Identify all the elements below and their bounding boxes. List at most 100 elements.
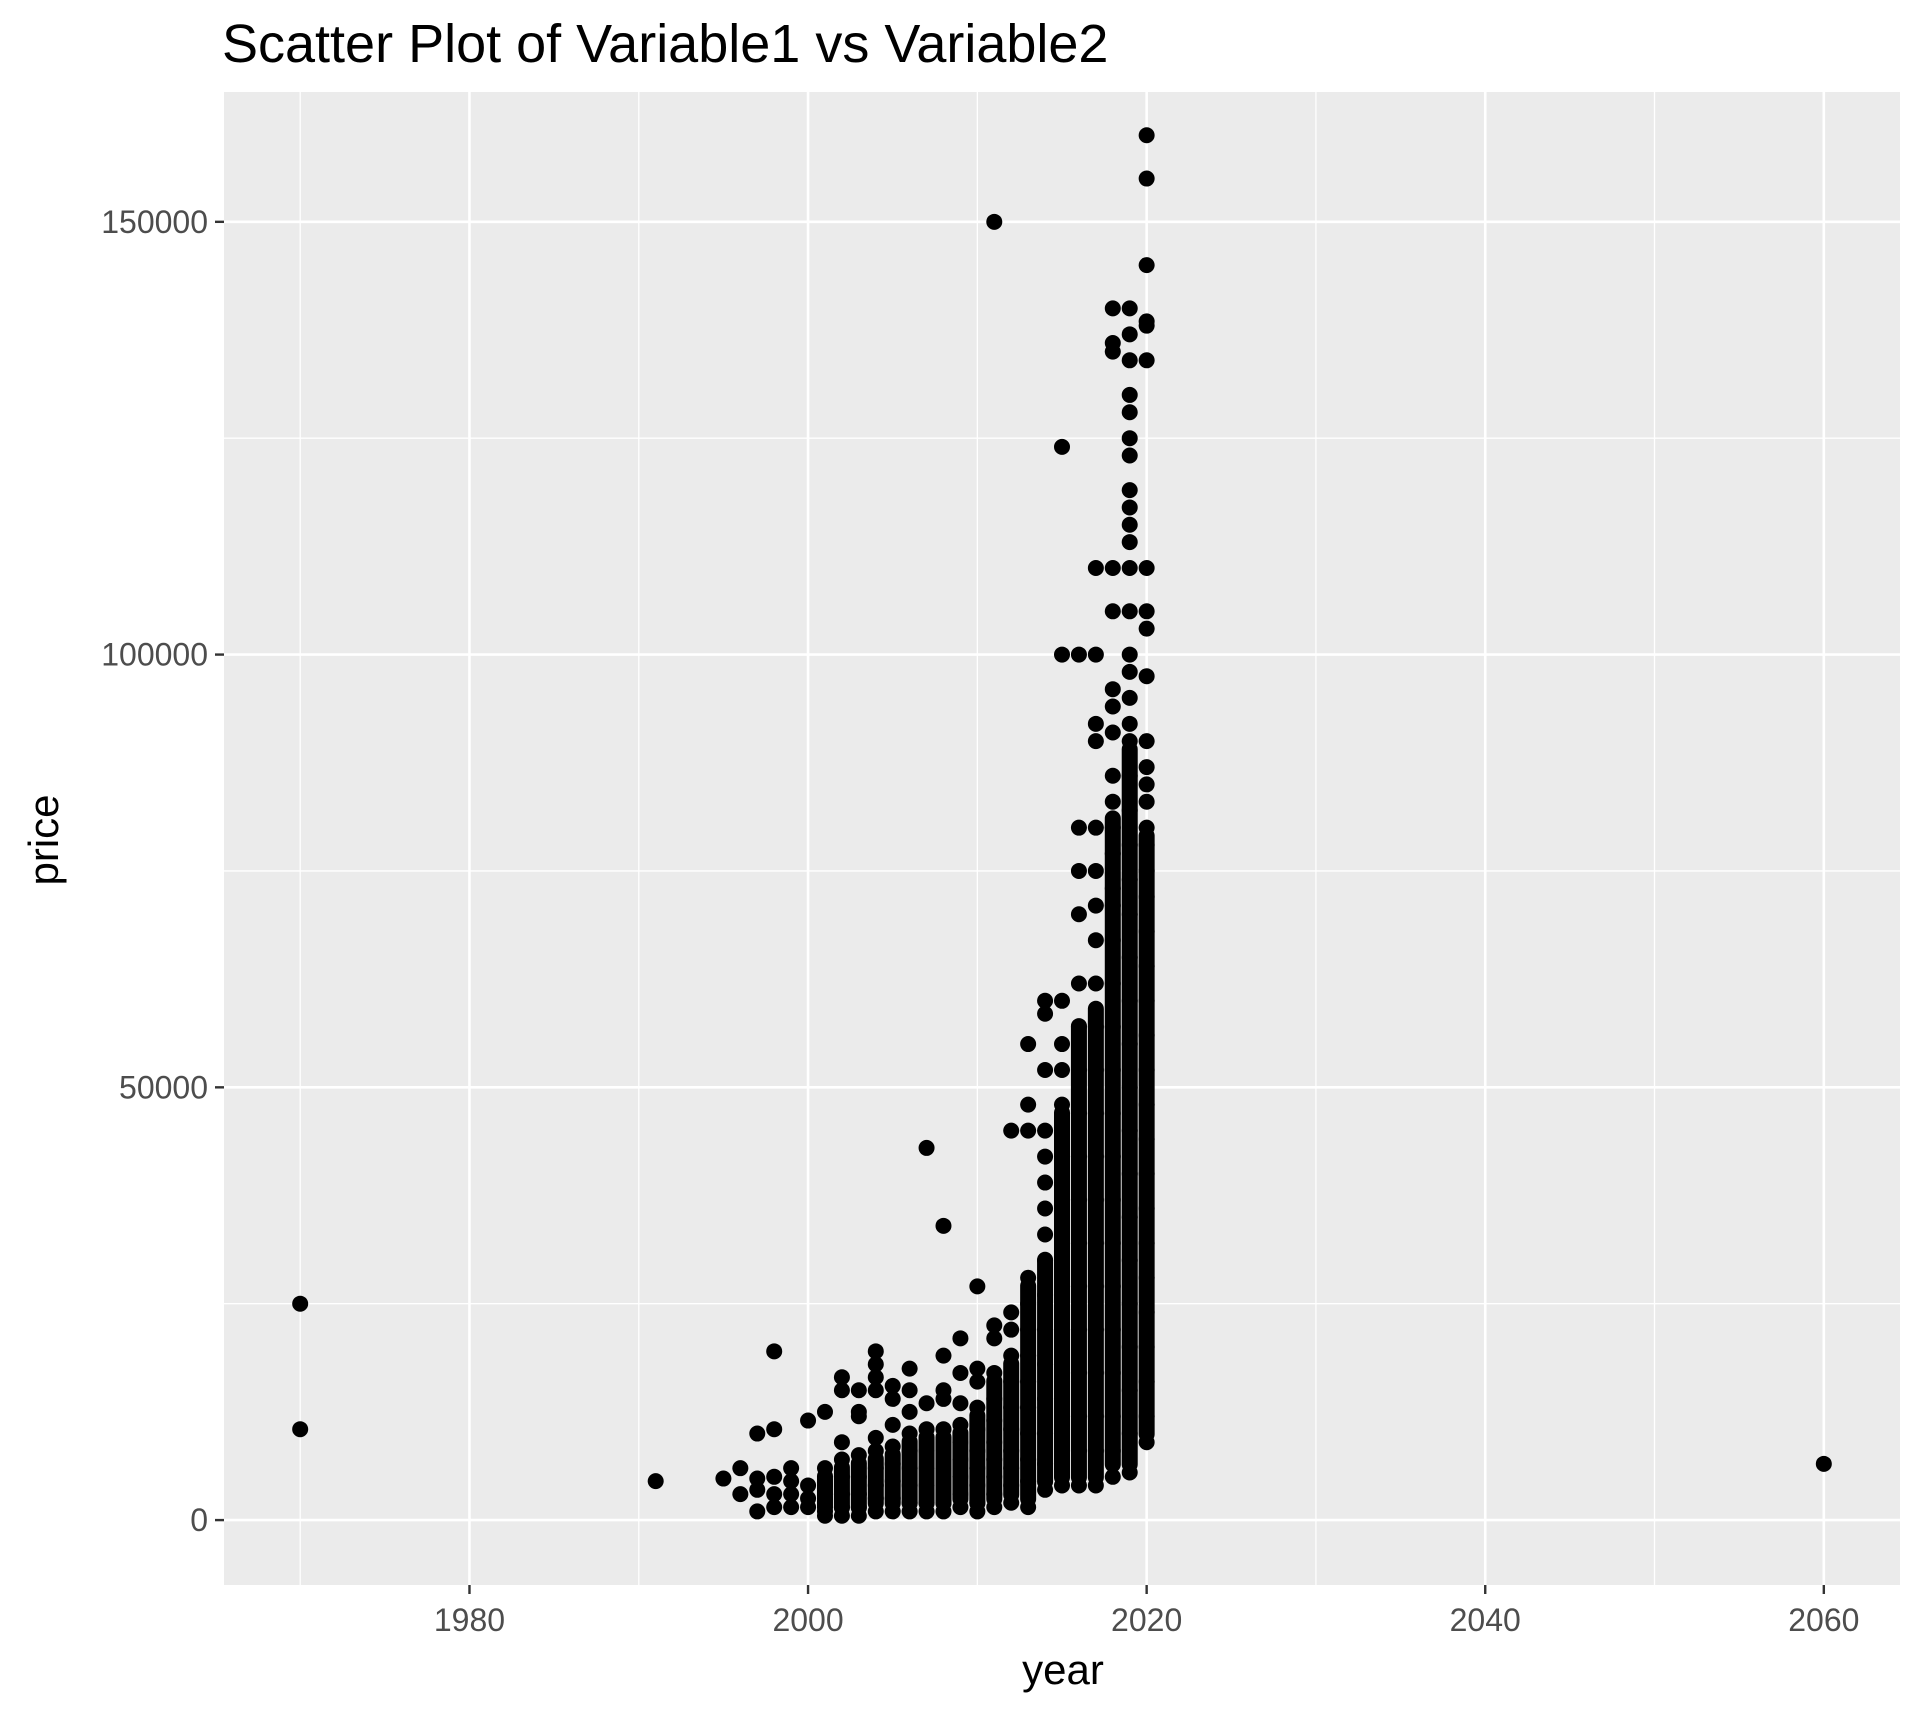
data-point bbox=[901, 1425, 918, 1442]
data-point bbox=[1087, 1235, 1104, 1252]
data-point bbox=[1138, 1269, 1155, 1286]
data-point bbox=[1020, 1347, 1037, 1364]
data-point bbox=[1104, 560, 1121, 577]
data-point bbox=[1054, 438, 1070, 455]
data-point bbox=[1003, 1399, 1020, 1416]
data-point bbox=[1037, 1481, 1054, 1498]
dense-band bbox=[1020, 1277, 1037, 1508]
data-point bbox=[1003, 1421, 1020, 1438]
data-point bbox=[1104, 1105, 1121, 1122]
data-point bbox=[1087, 862, 1104, 879]
data-point bbox=[1104, 793, 1121, 810]
data-point bbox=[1121, 992, 1138, 1009]
data-point bbox=[1138, 923, 1155, 940]
data-point bbox=[901, 1477, 918, 1494]
data-point bbox=[1121, 1425, 1138, 1442]
data-point bbox=[986, 1486, 1003, 1503]
data-point bbox=[1138, 888, 1155, 905]
y-tick-label: 0 bbox=[190, 1502, 208, 1538]
data-point bbox=[1020, 1451, 1037, 1468]
data-point bbox=[867, 1382, 884, 1399]
data-point bbox=[969, 1503, 986, 1520]
data-point bbox=[816, 1403, 833, 1420]
data-point bbox=[1037, 1005, 1054, 1022]
data-point bbox=[783, 1473, 800, 1490]
data-point bbox=[1054, 1330, 1070, 1347]
data-point bbox=[986, 1330, 1003, 1347]
data-point bbox=[935, 1442, 952, 1459]
data-point bbox=[1070, 1321, 1087, 1338]
data-point bbox=[1037, 1174, 1054, 1191]
data-point bbox=[1054, 1416, 1070, 1433]
data-point bbox=[800, 1477, 817, 1494]
data-point bbox=[1003, 1347, 1020, 1364]
data-point bbox=[749, 1425, 766, 1442]
data-point bbox=[969, 1442, 986, 1459]
data-point bbox=[1054, 1373, 1070, 1390]
data-point bbox=[1121, 733, 1138, 750]
data-point bbox=[1121, 1079, 1138, 1096]
data-point bbox=[867, 1356, 884, 1373]
data-point bbox=[901, 1460, 918, 1477]
data-point bbox=[1087, 1364, 1104, 1381]
data-point bbox=[1138, 1373, 1155, 1390]
data-point bbox=[918, 1421, 935, 1438]
y-tick-label: 100000 bbox=[101, 637, 208, 673]
data-point bbox=[1104, 300, 1121, 317]
data-point bbox=[850, 1447, 867, 1464]
data-point bbox=[1138, 603, 1155, 620]
data-point bbox=[833, 1434, 850, 1451]
data-point bbox=[884, 1490, 901, 1507]
data-point bbox=[952, 1434, 969, 1451]
data-point bbox=[749, 1470, 766, 1487]
data-point bbox=[1054, 1165, 1070, 1182]
data-point bbox=[935, 1217, 952, 1234]
data-point bbox=[1104, 897, 1121, 914]
x-tick-label: 2060 bbox=[1788, 1602, 1859, 1638]
data-point bbox=[986, 1499, 1003, 1516]
data-point bbox=[1087, 1278, 1104, 1295]
data-point bbox=[986, 1468, 1003, 1485]
data-point bbox=[1121, 802, 1138, 819]
data-point bbox=[969, 1278, 986, 1295]
data-point bbox=[1104, 1191, 1121, 1208]
data-point bbox=[1104, 603, 1121, 620]
data-point bbox=[1087, 733, 1104, 750]
dense-band bbox=[1104, 810, 1121, 1473]
data-point bbox=[884, 1377, 901, 1394]
data-point bbox=[1104, 767, 1121, 784]
data-point bbox=[884, 1416, 901, 1433]
data-point bbox=[1138, 1131, 1155, 1148]
data-point bbox=[1087, 1442, 1104, 1459]
data-point bbox=[1121, 516, 1138, 533]
data-point bbox=[1121, 949, 1138, 966]
data-point bbox=[1054, 646, 1070, 663]
data-point bbox=[1070, 819, 1087, 836]
data-point bbox=[816, 1490, 833, 1507]
data-point bbox=[1087, 1191, 1104, 1208]
data-point bbox=[1121, 767, 1138, 784]
y-tick-label: 50000 bbox=[119, 1069, 208, 1105]
data-point bbox=[935, 1421, 952, 1438]
data-point bbox=[647, 1473, 664, 1490]
data-point bbox=[1037, 1226, 1054, 1243]
data-point bbox=[901, 1382, 918, 1399]
data-point bbox=[935, 1347, 952, 1364]
data-point bbox=[816, 1460, 833, 1477]
data-point bbox=[1121, 646, 1138, 663]
data-point bbox=[1121, 430, 1138, 447]
data-point bbox=[1087, 819, 1104, 836]
x-tick-label: 2040 bbox=[1450, 1602, 1521, 1638]
data-point bbox=[884, 1438, 901, 1455]
data-point bbox=[1138, 819, 1155, 836]
data-point bbox=[766, 1421, 783, 1438]
data-point bbox=[1138, 958, 1155, 975]
data-point bbox=[1003, 1373, 1020, 1390]
data-point bbox=[816, 1507, 833, 1524]
data-point bbox=[1121, 534, 1138, 551]
data-point bbox=[1121, 1165, 1138, 1182]
data-point bbox=[1087, 1062, 1104, 1079]
data-point bbox=[1138, 1338, 1155, 1355]
data-point bbox=[783, 1486, 800, 1503]
data-point bbox=[1087, 1105, 1104, 1122]
